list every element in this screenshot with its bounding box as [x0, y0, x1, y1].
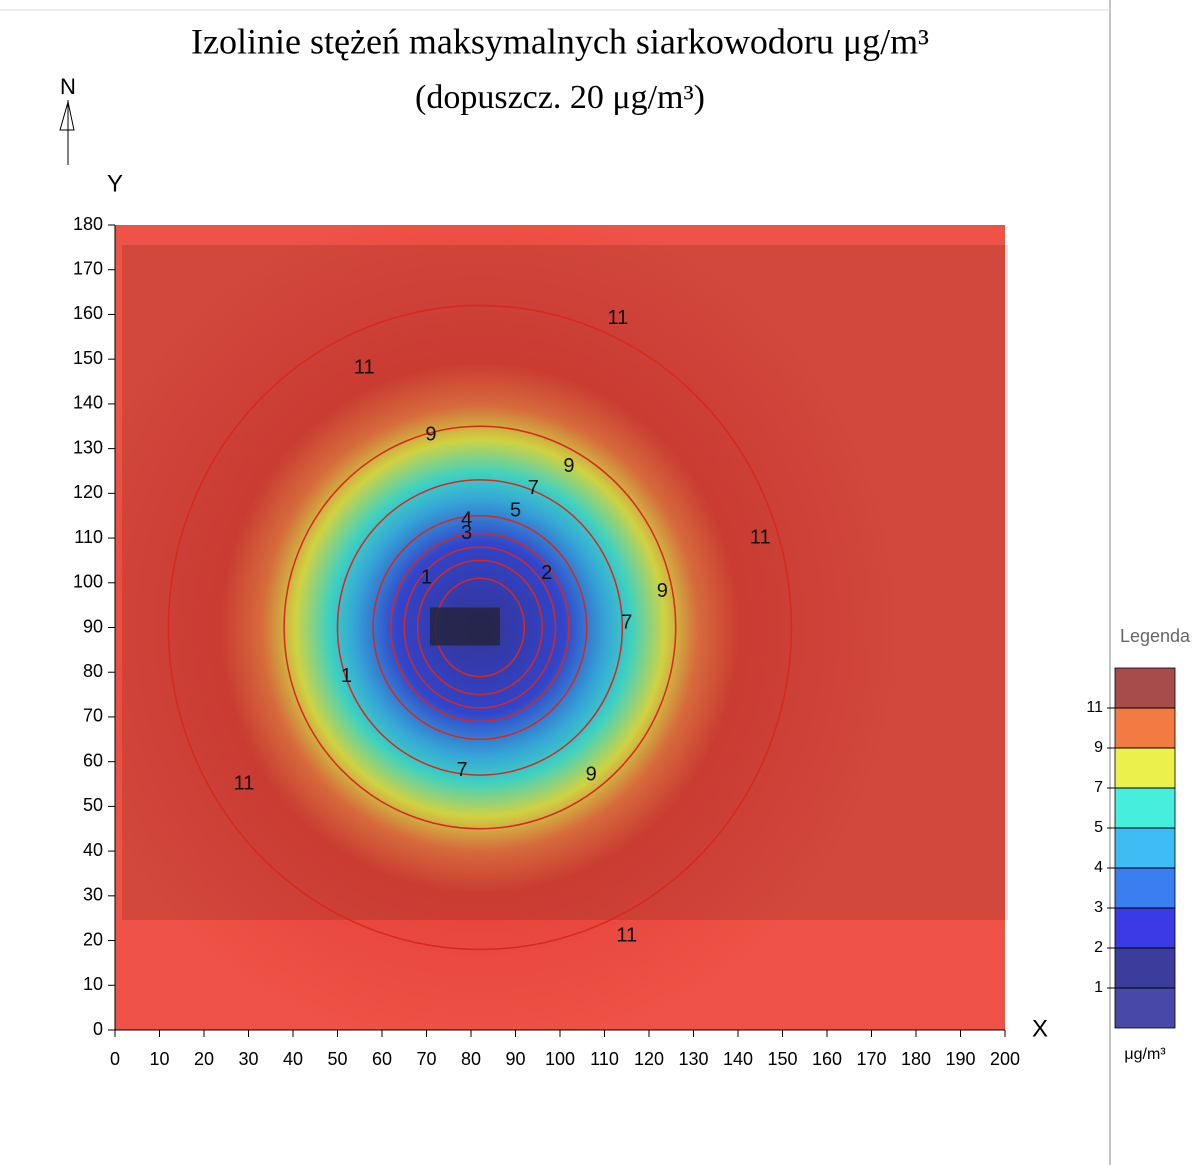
x-tick-label: 70	[416, 1049, 436, 1069]
legend-title: Legenda	[1120, 626, 1191, 646]
x-tick-label: 50	[327, 1049, 347, 1069]
x-tick-label: 150	[767, 1049, 797, 1069]
y-tick-label: 130	[73, 437, 103, 457]
y-tick-label: 150	[73, 348, 103, 368]
north-label: N	[60, 74, 76, 99]
title: Izolinie stężeń maksymalnych siarkowodor…	[191, 21, 929, 61]
x-tick-label: 170	[856, 1049, 886, 1069]
contour-label: 11	[234, 772, 255, 794]
y-tick-label: 50	[83, 795, 103, 815]
chart: Izolinie stężeń maksymalnych siarkowodor…	[0, 0, 1200, 1165]
y-tick-label: 30	[83, 885, 103, 905]
x-tick-label: 80	[461, 1049, 481, 1069]
x-tick-label: 130	[678, 1049, 708, 1069]
legend-swatch	[1115, 948, 1175, 988]
source-marker	[430, 608, 500, 646]
y-tick-label: 170	[73, 258, 103, 278]
contour-label: 11	[354, 356, 375, 378]
contour-label: 3	[461, 522, 472, 544]
x-tick-label: 30	[238, 1049, 258, 1069]
x-tick-label: 110	[590, 1049, 619, 1069]
contour-label: 2	[541, 562, 552, 584]
y-tick-label: 180	[73, 214, 103, 234]
contour-label: 7	[457, 759, 468, 781]
y-tick-label: 70	[83, 706, 103, 726]
legend-swatch	[1115, 828, 1175, 868]
x-tick-label: 190	[945, 1049, 975, 1069]
x-tick-label: 90	[505, 1049, 525, 1069]
contour-label: 11	[607, 307, 628, 329]
contour-label: 11	[750, 526, 771, 548]
legend-unit: μg/m³	[1124, 1046, 1166, 1063]
x-tick-label: 120	[634, 1049, 664, 1069]
y-tick-label: 90	[83, 616, 103, 636]
x-tick-label: 0	[110, 1049, 120, 1069]
x-tick-label: 10	[149, 1049, 169, 1069]
x-tick-label: 180	[901, 1049, 931, 1069]
legend-swatch	[1115, 668, 1175, 708]
x-axis-label: X	[1032, 1015, 1048, 1042]
contour-label: 9	[657, 580, 668, 602]
contour-label: 9	[563, 455, 574, 477]
x-tick-label: 160	[812, 1049, 842, 1069]
legend-tick-label: 3	[1094, 899, 1103, 916]
y-tick-label: 100	[73, 572, 103, 592]
legend-swatch	[1115, 868, 1175, 908]
legend-tick-label: 4	[1094, 859, 1103, 876]
legend-tick-label: 5	[1094, 819, 1103, 836]
site-plan-overlay	[122, 245, 1008, 920]
subtitle: (dopuszcz. 20 μg/m³)	[415, 79, 705, 116]
x-tick-label: 100	[545, 1049, 575, 1069]
y-axis-label: Y	[107, 170, 123, 197]
y-tick-label: 60	[83, 750, 103, 770]
legend-tick-label: 11	[1086, 699, 1103, 716]
y-tick-label: 40	[83, 840, 103, 860]
legend-swatch	[1115, 708, 1175, 748]
y-tick-label: 20	[83, 929, 103, 949]
x-tick-label: 200	[990, 1049, 1020, 1069]
contour-label: 7	[621, 611, 632, 633]
x-tick-label: 60	[372, 1049, 392, 1069]
contour-label: 1	[341, 665, 352, 687]
x-tick-label: 20	[194, 1049, 214, 1069]
legend-tick-label: 9	[1094, 739, 1103, 756]
contour-label: 11	[616, 924, 637, 946]
contour-label: 9	[586, 763, 597, 785]
legend-swatch	[1115, 908, 1175, 948]
legend-tick-label: 2	[1094, 939, 1103, 956]
y-tick-label: 140	[73, 393, 103, 413]
x-tick-label: 40	[283, 1049, 303, 1069]
legend-swatch	[1115, 788, 1175, 828]
contour-label: 9	[425, 423, 436, 445]
north-arrow	[60, 100, 74, 165]
y-tick-label: 110	[74, 527, 103, 547]
x-tick-label: 140	[723, 1049, 753, 1069]
y-tick-label: 160	[73, 303, 103, 323]
y-tick-label: 0	[93, 1019, 103, 1039]
y-tick-label: 10	[83, 974, 103, 994]
legend-tick-label: 1	[1094, 979, 1103, 996]
contour-label: 7	[528, 477, 539, 499]
y-tick-label: 120	[73, 482, 103, 502]
legend-swatch	[1115, 988, 1175, 1028]
y-tick-label: 80	[83, 661, 103, 681]
legend-tick-label: 7	[1094, 779, 1103, 796]
legend-swatch	[1115, 748, 1175, 788]
contour-label: 1	[421, 567, 432, 589]
contour-label: 5	[510, 500, 521, 522]
